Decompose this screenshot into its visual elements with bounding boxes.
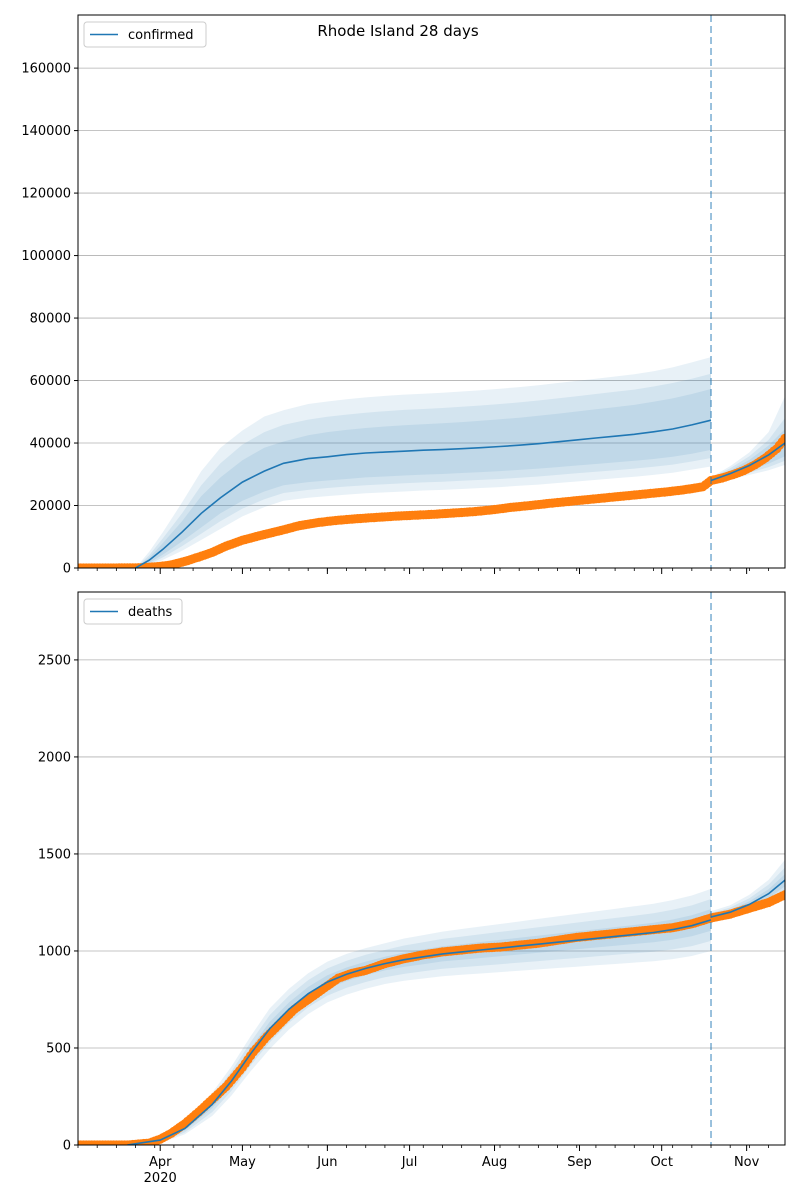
x-tick-label: Nov <box>734 1155 760 1170</box>
y-tick-label: 60000 <box>30 374 71 389</box>
y-tick-label: 80000 <box>30 312 71 327</box>
legend-label: deaths <box>128 605 173 620</box>
x-tick-label: Jun <box>316 1155 337 1170</box>
x-tick-sublabel: 2020 <box>144 1171 177 1186</box>
y-tick-label: 20000 <box>30 499 71 514</box>
model-band-mid <box>135 373 711 568</box>
y-tick-label: 40000 <box>30 437 71 452</box>
x-tick-label: Jul <box>401 1155 418 1170</box>
y-tick-label: 1500 <box>38 847 71 862</box>
observed-point <box>780 433 785 443</box>
x-tick-label: Apr <box>149 1155 172 1170</box>
model-band-mid <box>127 899 712 1145</box>
x-tick-label: May <box>229 1155 256 1170</box>
model-band-outer <box>127 888 712 1145</box>
axes-frame <box>77 14 786 569</box>
forecast-band-outer <box>711 859 785 923</box>
legend-label: confirmed <box>128 28 194 43</box>
plot-area <box>78 357 785 568</box>
model-band-outer <box>135 357 711 568</box>
forecast-band-mid <box>711 418 785 483</box>
chart-title: Rhode Island 28 days <box>317 22 478 40</box>
model-median-line <box>135 419 712 568</box>
y-tick-label: 2500 <box>38 653 71 668</box>
model-median-line <box>127 919 712 1145</box>
x-tick-label: Oct <box>650 1155 672 1170</box>
y-tick-label: 1000 <box>38 944 71 959</box>
legend: confirmed <box>83 21 207 48</box>
x-tick-label: Sep <box>567 1155 592 1170</box>
y-tick-label: 2000 <box>38 750 71 765</box>
axes-frame <box>77 591 786 1146</box>
y-tick-label: 500 <box>46 1041 71 1056</box>
confirmed-panel: 0 20000 40000 60000 80000 100000 120000 140000 1… <box>21 14 786 577</box>
y-tick-label: 160000 <box>21 62 71 77</box>
legend-box <box>83 598 183 625</box>
y-tick-label: 120000 <box>21 187 71 202</box>
y-tick-label: 140000 <box>21 124 71 139</box>
y-tick-label: 0 <box>63 1139 71 1154</box>
x-tick-label: Aug <box>482 1155 507 1170</box>
forecast-median-line <box>710 442 785 482</box>
forecast-median-line <box>710 879 785 918</box>
legend-box <box>83 21 207 48</box>
model-band-inner <box>135 389 711 568</box>
legend: deaths <box>83 598 183 625</box>
plot-area <box>78 859 785 1145</box>
y-tick-label: 0 <box>63 562 71 577</box>
y-tick-label: 100000 <box>21 249 71 264</box>
observed-point <box>780 890 785 900</box>
